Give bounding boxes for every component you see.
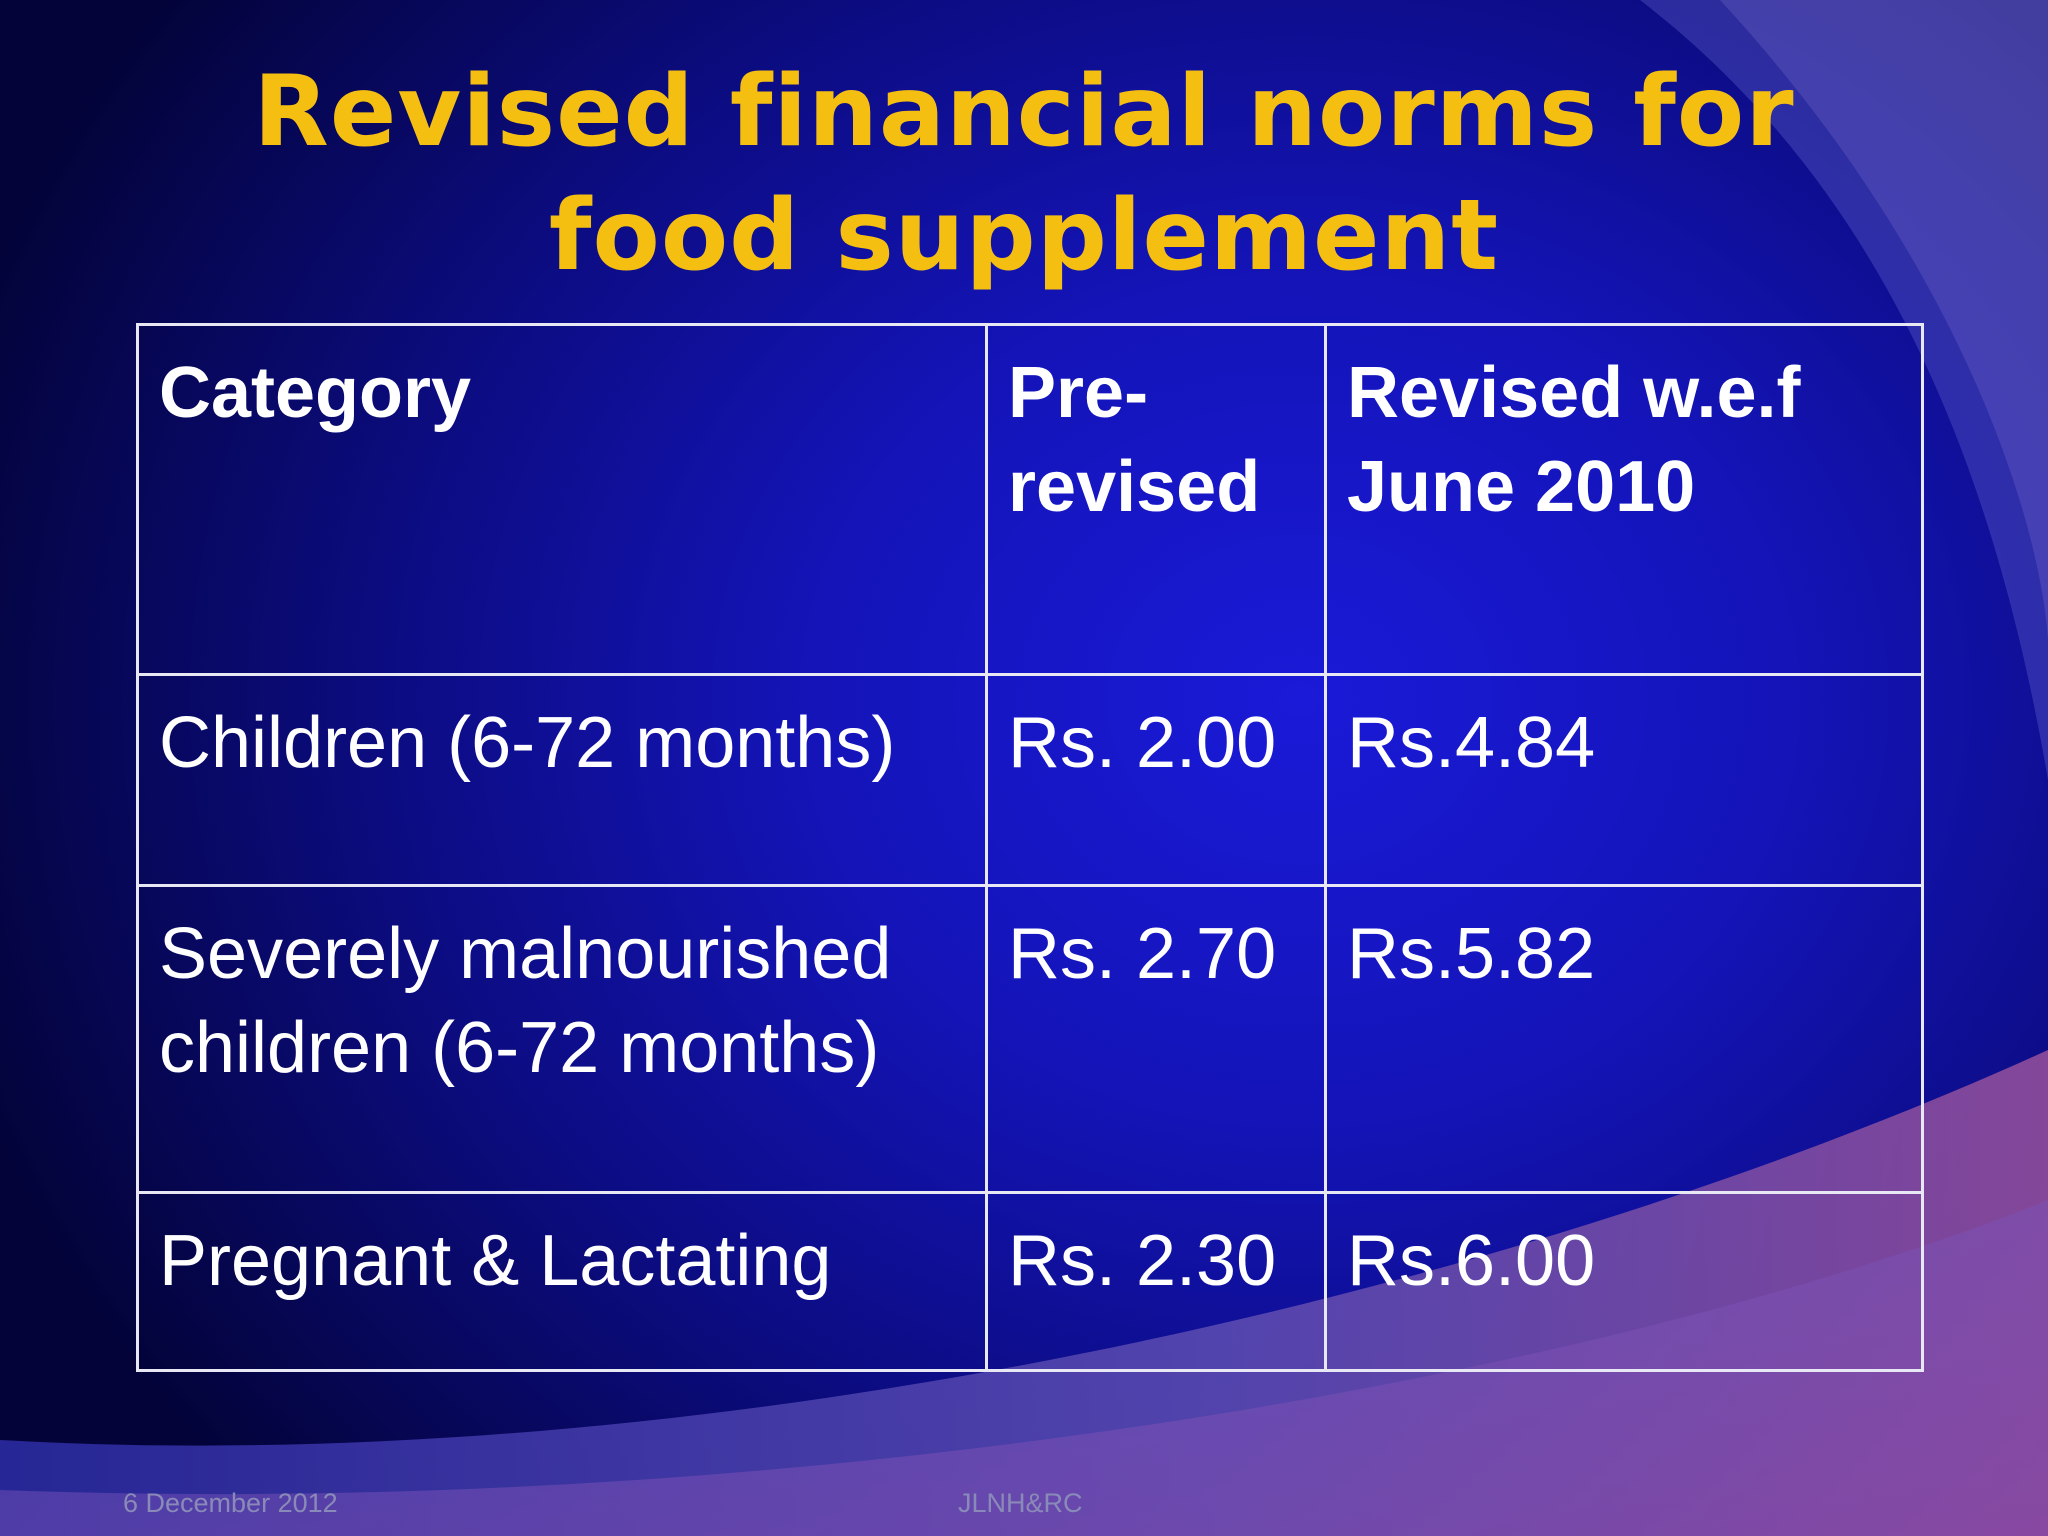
header-pre-revised: Pre-revised [985,323,1327,676]
footer-date: 6 December 2012 [123,1488,338,1518]
pre-revised-cell: Rs. 2.00 [985,673,1327,887]
header-revised: Revised w.e.f June 2010 [1324,323,1924,676]
revised-cell: Rs.4.84 [1324,673,1924,887]
food-supplement-norms-table: Category Pre-revised Revised w.e.f June … [136,323,1924,1372]
pre-revised-cell: Rs. 2.30 [985,1191,1327,1372]
category-cell: Pregnant & Lactating [136,1191,988,1372]
pre-revised-cell: Rs. 2.70 [985,884,1327,1194]
footer-organization: JLNH&RC [958,1488,1083,1518]
table-row: Children (6-72 months) Rs. 2.00 Rs.4.84 [136,673,1924,887]
slide-title: Revised financial norms for food supplem… [253,55,1795,293]
table-header-row: Category Pre-revised Revised w.e.f June … [136,323,1924,676]
revised-cell: Rs.5.82 [1324,884,1924,1194]
category-cell: Children (6-72 months) [136,673,988,887]
header-category: Category [136,323,988,676]
table-row: Pregnant & Lactating Rs. 2.30 Rs.6.00 [136,1191,1924,1372]
revised-cell: Rs.6.00 [1324,1191,1924,1372]
category-cell: Severely malnourished children (6-72 mon… [136,884,988,1194]
table-row: Severely malnourished children (6-72 mon… [136,884,1924,1194]
